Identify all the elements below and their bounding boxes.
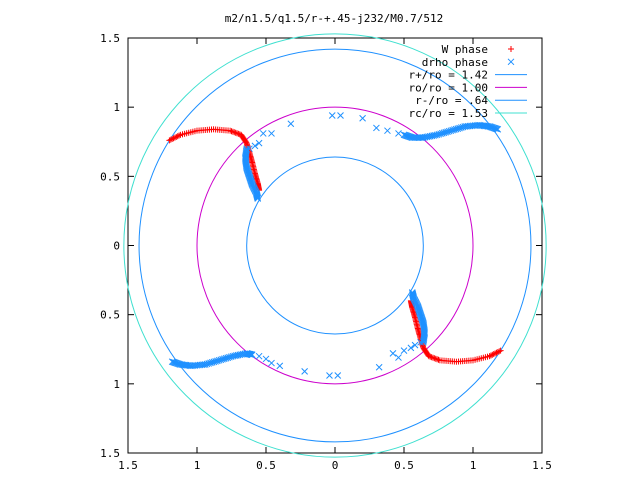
y-tick-label: 0 — [113, 240, 120, 253]
w-phase-point — [490, 351, 497, 358]
drho-phase-point — [287, 120, 295, 128]
drho-phase-point — [395, 354, 402, 361]
w-phase-point — [508, 46, 514, 52]
y-tick-label: 1 — [113, 101, 120, 114]
x-tick-label: 0.5 — [394, 459, 414, 472]
drho-phase-point — [328, 112, 336, 119]
legend-label: rc/ro = 1.53 — [409, 107, 488, 120]
w-phase-point — [492, 350, 499, 357]
drho-phase-point — [262, 355, 270, 363]
drho-phase-point — [255, 352, 263, 360]
y-tick-label: 1.5 — [100, 32, 120, 45]
w-phase-point — [489, 351, 496, 358]
drho-phase-point — [268, 130, 275, 137]
w-phase-point — [228, 128, 235, 135]
axes: 1.5 1 0.5 0 0.5 1 1.51.510.500.511.5 — [100, 32, 552, 472]
drho-phase-point — [334, 372, 342, 379]
w-phase-point — [173, 133, 180, 140]
drho-phase-point — [389, 350, 397, 357]
circle-ro-line — [196, 106, 474, 385]
drho-phase-point — [419, 338, 427, 346]
w-phase-point — [232, 129, 239, 136]
drho-phase-point — [395, 130, 402, 137]
legend-label: r-/ro = .64 — [415, 94, 488, 107]
w-phase-point — [428, 354, 435, 361]
w-phase-point — [234, 130, 241, 137]
legend-label: ro/ro = 1.00 — [409, 81, 488, 94]
chart-title: m2/n1.5/q1.5/r-+.45-j232/M0.7/512 — [225, 12, 444, 25]
x-tick-label: 0 — [332, 459, 339, 472]
w-phase-point — [493, 349, 500, 356]
w-phase-point — [229, 128, 236, 135]
drho-phase-point — [384, 127, 391, 135]
drho-phase-point — [407, 344, 415, 352]
drho-phase-point — [417, 338, 424, 346]
drho-phase-point — [301, 368, 308, 375]
w-phase-point — [496, 348, 503, 355]
w-phase-point — [174, 133, 181, 140]
w-phase-point — [171, 134, 178, 141]
drho-phase-point — [375, 363, 383, 371]
circle-rc-line — [123, 33, 547, 458]
y-tick-label: 1 — [113, 378, 120, 391]
w-phase-point — [170, 135, 177, 142]
w-phase-point — [436, 357, 443, 364]
y-tick-label: 0.5 — [100, 309, 120, 322]
w-phase-point — [487, 352, 494, 359]
drho-phase-point — [400, 347, 408, 354]
drho-phase-point — [251, 142, 259, 150]
y-tick-label: 1.5 — [100, 447, 120, 460]
marker-series — [166, 112, 504, 379]
w-phase-point — [167, 136, 174, 143]
w-phase-point — [435, 356, 442, 363]
x-tick-label: 1 — [470, 459, 477, 472]
drho-phase-point — [248, 351, 256, 359]
drho-phase-point — [255, 139, 263, 147]
x-tick-label: 1 — [194, 459, 201, 472]
legend-label: W phase — [442, 43, 488, 56]
w-phase-point — [432, 355, 439, 362]
legend-label: drho phase — [422, 56, 488, 69]
drho-phase-point — [246, 145, 253, 153]
w-phase-point — [431, 355, 438, 362]
w-phase-point — [235, 130, 242, 137]
w-phase-point — [497, 347, 504, 354]
w-phase-point — [494, 349, 501, 356]
x-tick-label: 1.5 — [118, 459, 138, 472]
w-phase-point — [166, 137, 173, 144]
drho-phase-point — [494, 125, 502, 133]
drho-phase-point — [411, 341, 419, 349]
circle-r+-line — [138, 48, 532, 443]
drho-phase-point — [259, 130, 267, 137]
drho-phase-point — [373, 124, 380, 132]
drho-phase-point — [276, 362, 284, 370]
circle-r--line — [246, 156, 424, 335]
w-phase-point — [429, 354, 436, 361]
w-phase-point — [176, 132, 183, 139]
w-phase-point — [169, 135, 176, 142]
x-tick-label: 0.5 — [256, 459, 276, 472]
w-phase-point — [231, 129, 238, 136]
drho-phase-point — [337, 112, 344, 119]
drho-phase-point — [326, 372, 333, 379]
drho-phase-point — [268, 359, 275, 367]
circle-series — [123, 33, 547, 458]
x-tick-label: 1.5 — [532, 459, 552, 472]
legend-label: r+/ro = 1.42 — [409, 69, 488, 82]
y-tick-label: 0.5 — [100, 170, 120, 183]
w-phase-point — [227, 127, 234, 134]
drho-phase-point — [359, 114, 366, 122]
drho-phase-point — [254, 195, 262, 202]
w-phase-point — [434, 356, 441, 363]
drho-phase-point — [507, 58, 515, 66]
